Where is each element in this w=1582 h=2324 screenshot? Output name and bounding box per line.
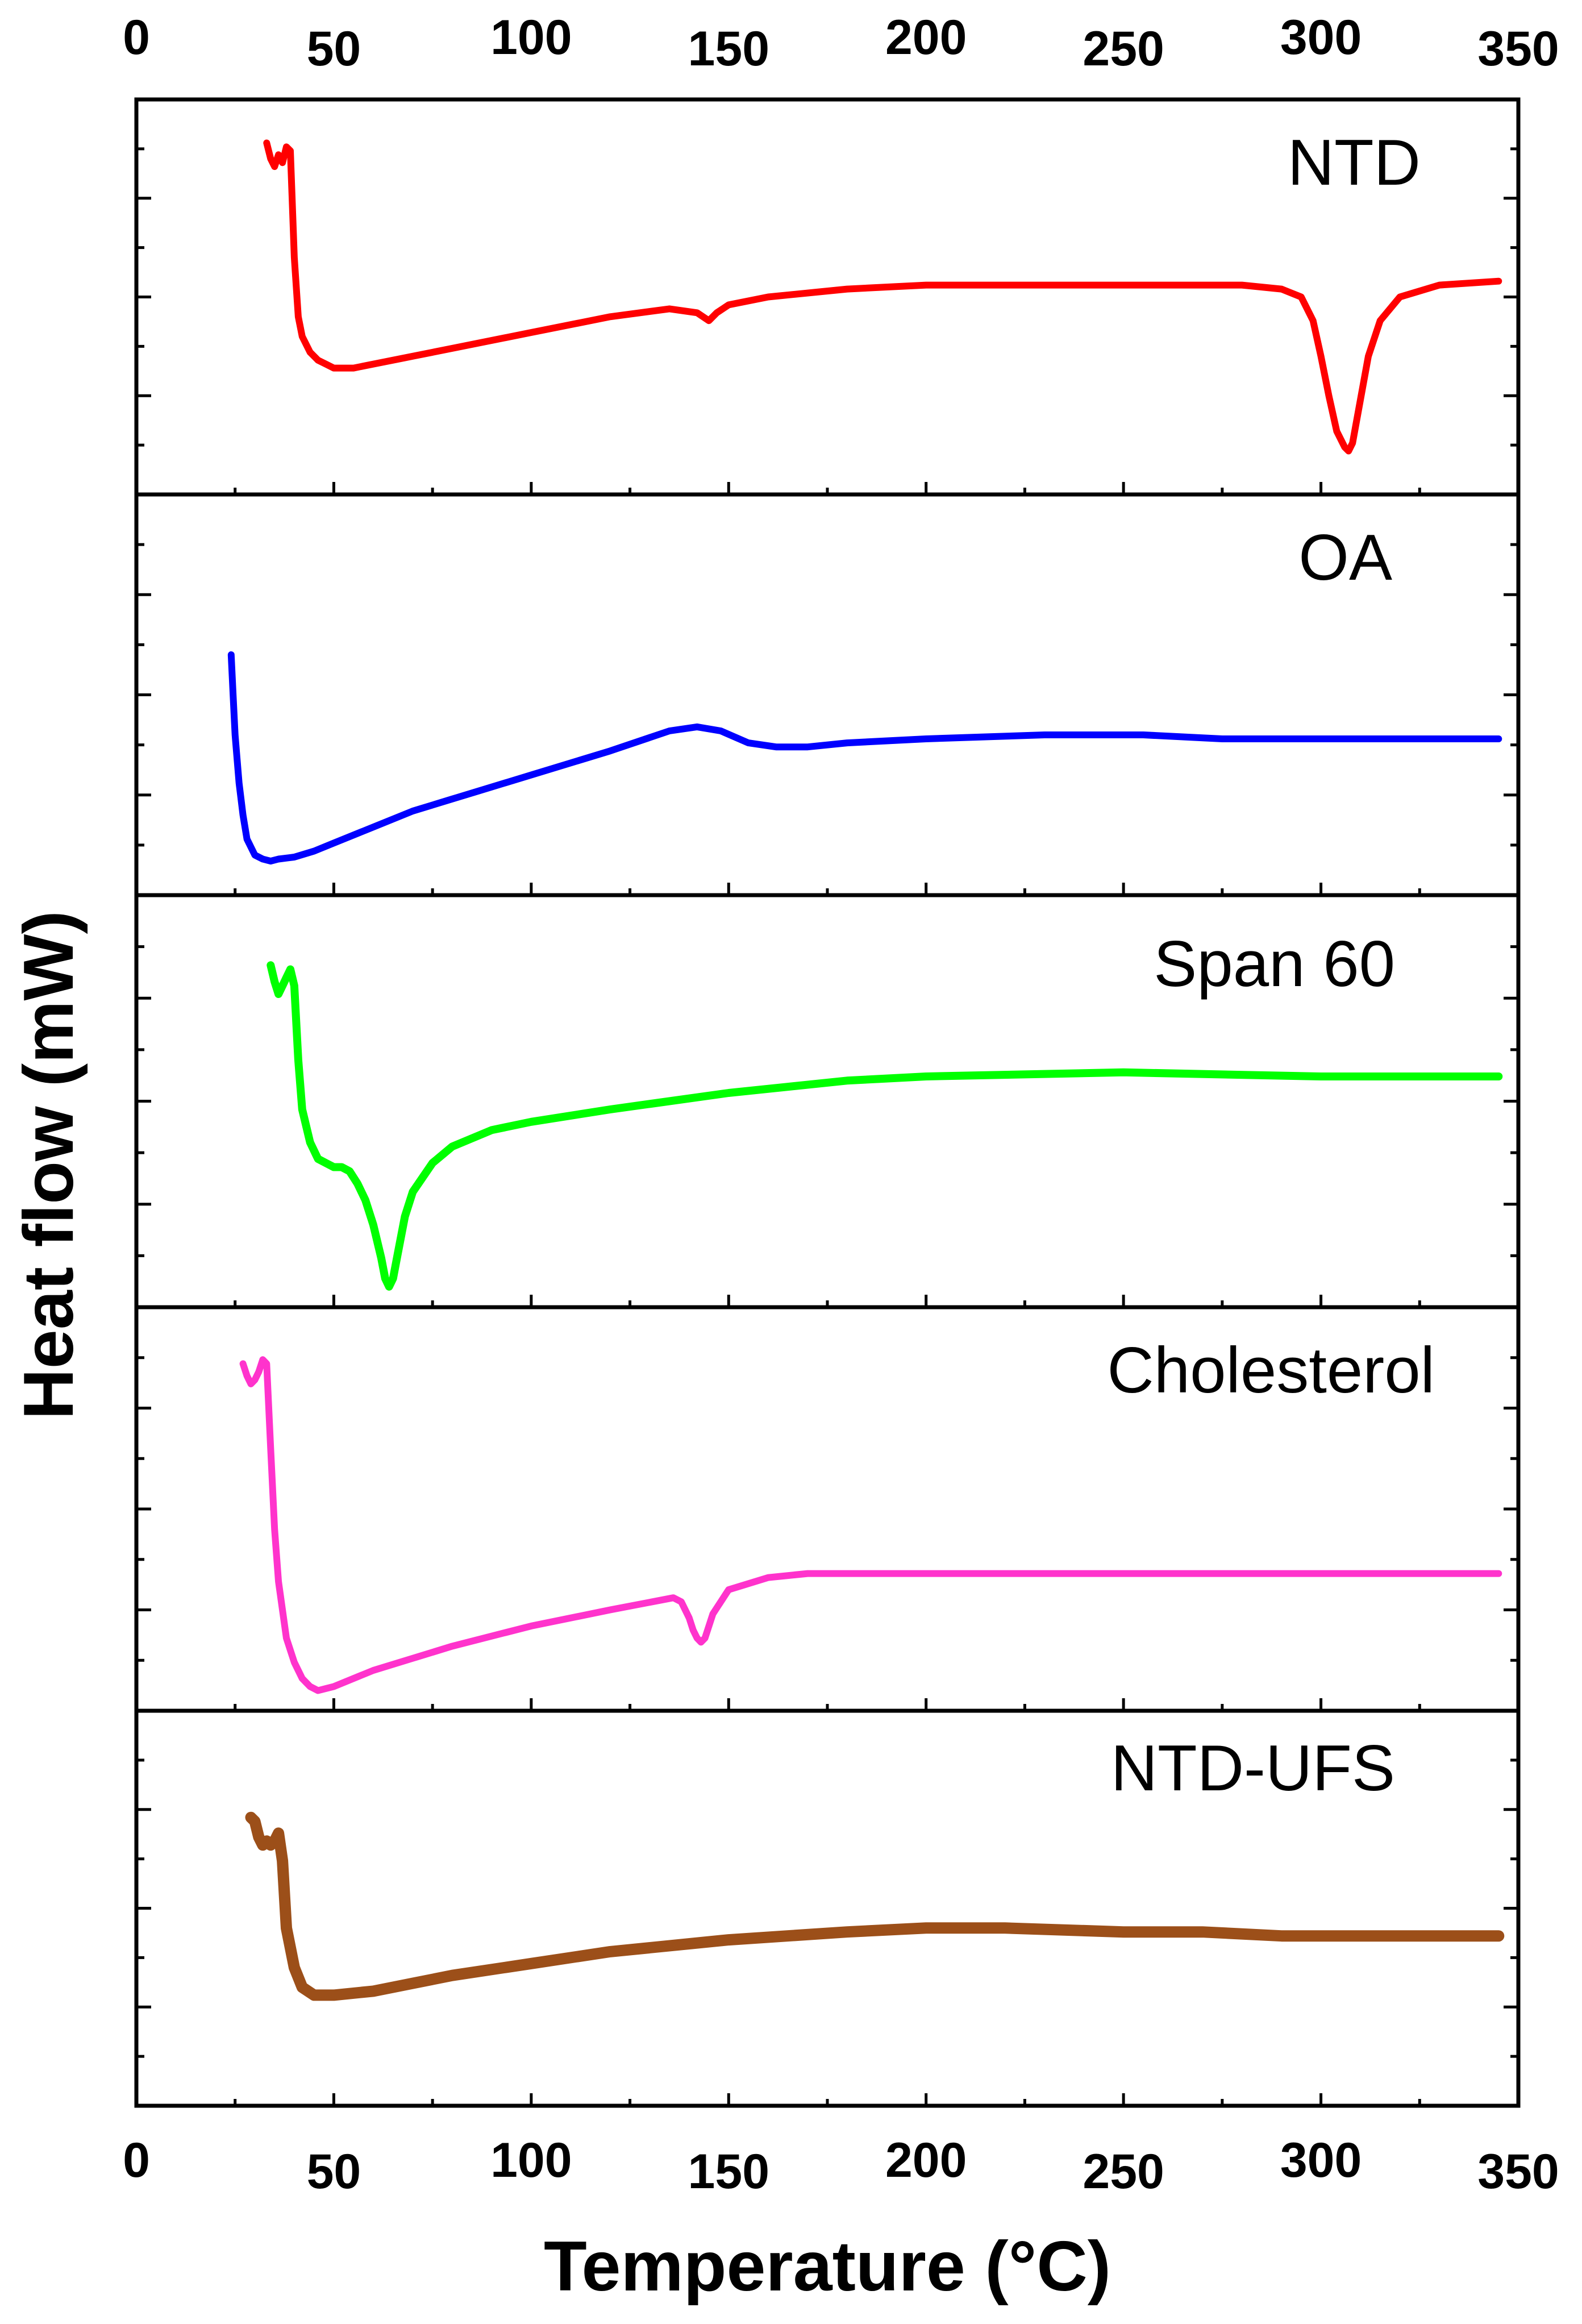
top-x-tick-label: 300	[1280, 10, 1362, 65]
series-label: Span 60	[1154, 928, 1395, 1000]
series-line-span-60	[267, 961, 1503, 1291]
series-label: Cholesterol	[1107, 1334, 1435, 1407]
bottom-x-tick-label: 100	[490, 2133, 572, 2188]
bottom-x-tick-label: 300	[1280, 2133, 1362, 2188]
panel-2: OA	[134, 492, 1521, 897]
bottom-x-tick-label: 200	[885, 2133, 967, 2188]
x-axis-label: Temperature (°C)	[544, 2227, 1111, 2306]
panel-1: NTD	[134, 97, 1521, 497]
top-x-tick-label: 150	[688, 22, 770, 76]
series-label: NTD-UFS	[1111, 1732, 1395, 1805]
series-label: NTD	[1288, 127, 1421, 199]
bottom-x-tick-labels: 0 50 100 150 200 250 300 350	[123, 2133, 1559, 2199]
series-line-ntd-ufs	[245, 1811, 1505, 2001]
panel-3: Span 60	[134, 893, 1521, 1309]
bottom-x-tick-label: 150	[688, 2144, 770, 2199]
top-x-tick-label: 50	[307, 22, 361, 76]
y-axis-label: Heat flow (mW)	[10, 911, 88, 1420]
bottom-x-tick-label: 0	[123, 2133, 150, 2188]
bottom-x-tick-label: 250	[1083, 2144, 1164, 2199]
chart-panels: NTD OA Span 60 Cholesterol NTD-UFS	[134, 97, 1521, 2108]
panel-5: NTD-UFS	[134, 1708, 1521, 2108]
bottom-x-tick-label: 350	[1477, 2144, 1559, 2199]
panel-4: Cholesterol	[134, 1305, 1521, 1713]
series-line-cholesterol	[239, 1356, 1502, 1694]
top-x-tick-label: 350	[1477, 22, 1559, 76]
series-line-oa	[227, 651, 1502, 865]
top-x-tick-label: 100	[490, 10, 572, 65]
top-x-tick-labels: 0 50 100 150 200 250 300 350	[123, 10, 1559, 76]
series-line-ntd	[263, 139, 1502, 455]
series-label: OA	[1298, 522, 1392, 594]
bottom-x-tick-label: 50	[307, 2144, 361, 2199]
top-x-tick-label: 250	[1083, 22, 1164, 76]
top-x-tick-label: 0	[123, 10, 150, 65]
top-x-tick-label: 200	[885, 10, 967, 65]
